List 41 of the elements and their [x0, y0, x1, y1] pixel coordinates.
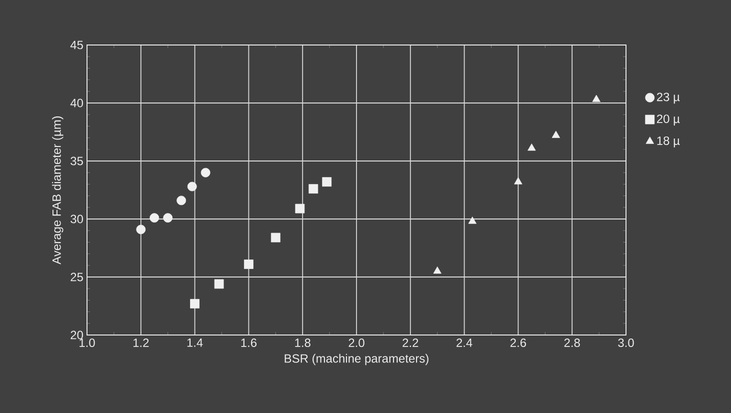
x-tick-label: 3.0 — [618, 338, 634, 348]
x-tick-label: 1.4 — [187, 338, 203, 347]
x-tick-label: 2.4 — [456, 338, 472, 347]
y-tick-label: 40 — [70, 98, 83, 108]
point — [244, 260, 254, 269]
point — [552, 130, 560, 138]
x-tick-label: 1.6 — [241, 338, 257, 348]
point — [514, 177, 522, 184]
point — [468, 216, 476, 224]
x-tick-label: 2.0 — [348, 338, 364, 348]
legend-label: 18 µ — [657, 136, 680, 148]
point — [295, 204, 305, 214]
point — [176, 196, 186, 206]
y-tick-label: 45 — [70, 40, 83, 50]
y-tick-label: 30 — [70, 214, 83, 224]
x-tick-label: 2.2 — [402, 338, 418, 347]
point — [528, 144, 536, 151]
x-tick-label: 2.6 — [510, 338, 526, 348]
y-tick-label: 25 — [70, 272, 83, 282]
point — [270, 232, 280, 242]
x-tick-label: 1.2 — [133, 338, 149, 347]
point — [150, 213, 160, 223]
x-tick-label: 1.8 — [295, 338, 310, 348]
x-axis-title: BSR (machine parameters) — [284, 354, 428, 366]
point — [163, 213, 173, 223]
y-tick-label: 20 — [70, 330, 83, 340]
x-tick-label: 2.8 — [564, 338, 580, 348]
point — [214, 279, 224, 289]
y-tick-label: 35 — [70, 156, 83, 166]
point — [190, 298, 200, 308]
point — [433, 266, 442, 274]
point — [322, 177, 332, 187]
point — [200, 168, 210, 178]
point — [592, 94, 600, 102]
legend-label: 23 µ — [656, 92, 680, 104]
point — [308, 184, 318, 194]
point — [187, 182, 197, 192]
y-axis-title: Average FAB diameter (µm) — [52, 116, 64, 264]
x-tick-label: 1.0 — [80, 338, 95, 348]
legend-label: 20 µ — [656, 114, 680, 126]
point — [136, 224, 146, 234]
